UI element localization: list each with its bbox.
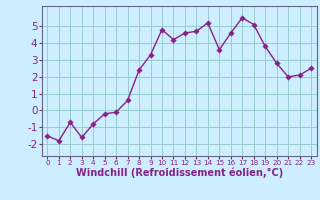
X-axis label: Windchill (Refroidissement éolien,°C): Windchill (Refroidissement éolien,°C)	[76, 168, 283, 178]
